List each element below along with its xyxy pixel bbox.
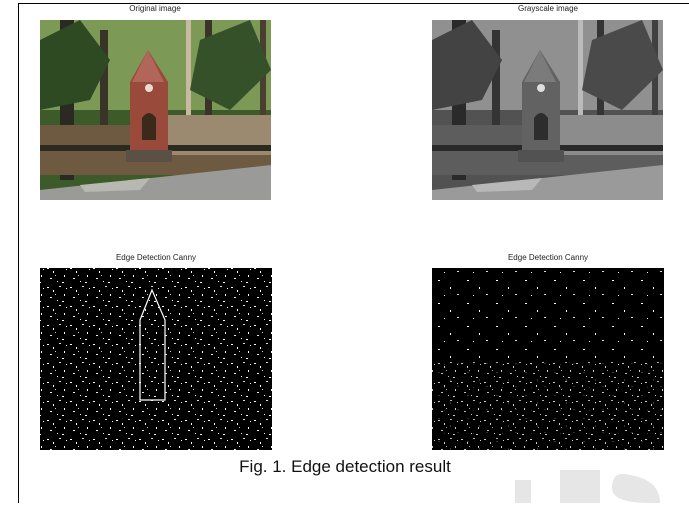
page: Original image Grayscale image Edge Dete… (0, 0, 689, 503)
edge-image (40, 268, 272, 450)
panel-title: Edge Detection Canny (508, 253, 588, 262)
edge-image-lower (432, 360, 664, 450)
figure: Original image Grayscale image Edge Dete… (0, 0, 689, 503)
watermark (515, 480, 531, 503)
watermark (612, 474, 660, 503)
panel-title: Grayscale image (518, 4, 579, 13)
figure-caption: Fig. 1. Edge detection result (239, 457, 451, 476)
panel-title: Edge Detection Canny (116, 253, 196, 262)
photo-grayscale (432, 20, 663, 200)
panel-title: Original image (129, 4, 181, 13)
watermark (560, 470, 600, 503)
photo-original (40, 20, 271, 200)
